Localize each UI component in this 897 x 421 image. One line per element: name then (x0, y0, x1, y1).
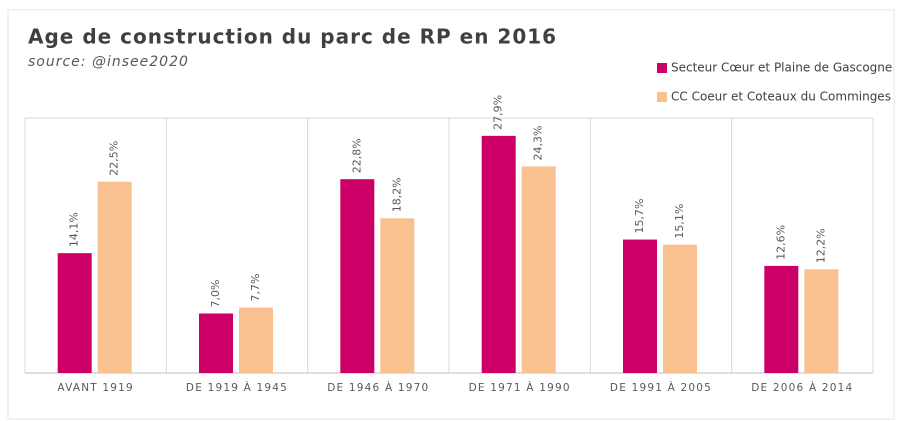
bar (239, 307, 273, 373)
legend-swatch (657, 63, 667, 73)
bar (521, 166, 556, 373)
x-tick-label: DE 2006 À 2014 (751, 381, 853, 394)
value-label: 18,2% (390, 177, 403, 212)
value-label: 15,1% (673, 204, 686, 239)
legend-label: CC Coeur et Coteaux du Comminges (671, 90, 891, 104)
bar (199, 313, 233, 373)
value-label: 24,3% (532, 125, 545, 160)
bar (623, 239, 657, 373)
value-label: 12,6% (774, 225, 787, 260)
value-label: 7,7% (249, 274, 262, 302)
legend-label: Secteur Cœur et Plaine de Gascogne (671, 61, 892, 75)
bar (380, 218, 415, 373)
x-tick-label: AVANT 1919 (57, 382, 134, 394)
x-tick-label: DE 1991 À 2005 (610, 381, 712, 394)
bar (481, 135, 516, 373)
x-tick-label: DE 1946 À 1970 (327, 381, 429, 394)
value-label: 22,5% (108, 141, 121, 176)
bar (804, 269, 839, 373)
bar (764, 265, 799, 373)
value-label: 15,7% (633, 199, 646, 234)
chart-title: Age de construction du parc de RP en 201… (28, 25, 557, 49)
bar (97, 181, 132, 373)
value-label: 22,8% (350, 138, 363, 173)
value-label: 14,1% (68, 212, 81, 247)
value-label: 12,2% (814, 228, 827, 263)
value-label: 7,0% (209, 280, 222, 308)
bar (340, 179, 375, 373)
frame (7, 9, 895, 420)
x-tick-label: DE 1919 À 1945 (186, 381, 288, 394)
chart-subtitle: source: @insee2020 (28, 54, 189, 70)
bar (663, 244, 697, 373)
value-label: 27,9% (492, 95, 505, 130)
bar (57, 253, 92, 373)
legend-swatch (657, 92, 667, 102)
x-tick-label: DE 1971 À 1990 (469, 381, 571, 394)
